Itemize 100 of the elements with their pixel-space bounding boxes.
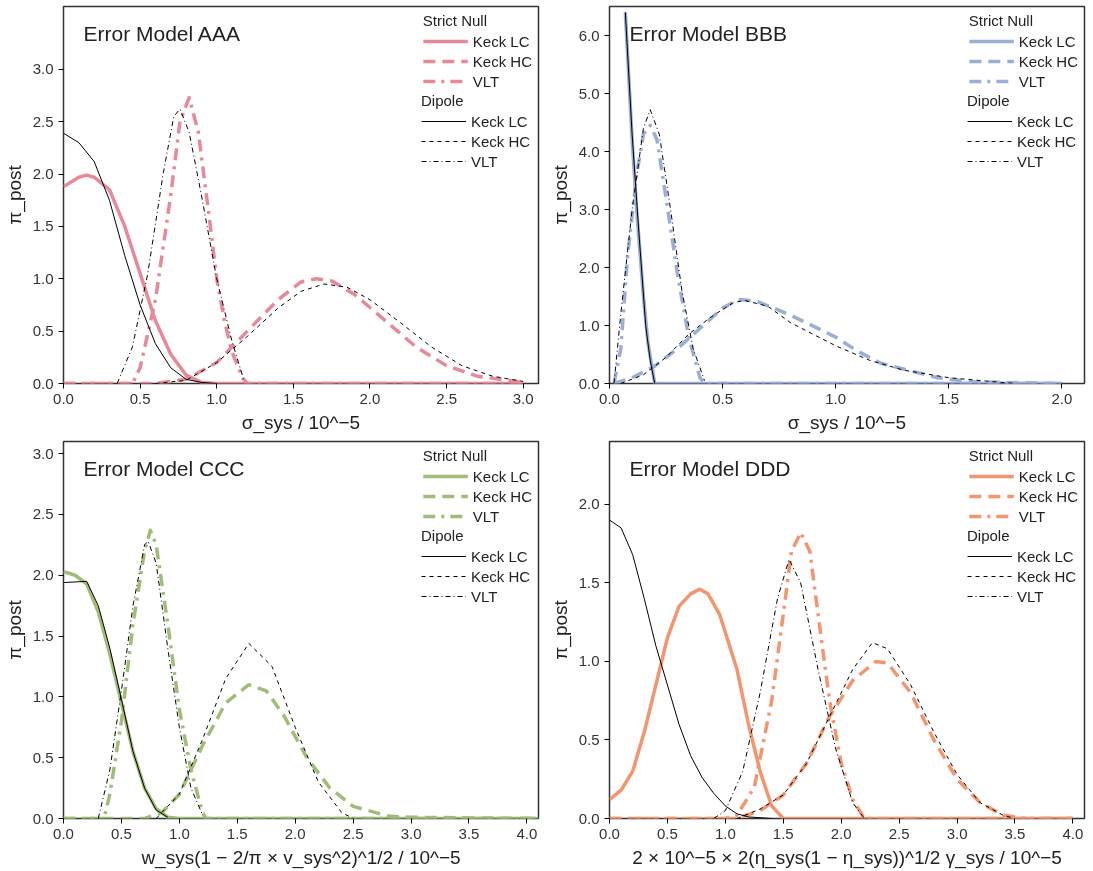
y-tick-label: 1.5 bbox=[32, 627, 54, 645]
x-tick-label: 1.0 bbox=[206, 389, 228, 407]
y-tick-label: 0.0 bbox=[578, 374, 600, 392]
legend-label: Keck HC bbox=[1018, 52, 1078, 70]
x-tick-label: 3.5 bbox=[1004, 824, 1026, 842]
y-tick-label: 0.0 bbox=[32, 374, 54, 392]
x-tick-label: 1.5 bbox=[772, 824, 794, 842]
text: Strict Null bbox=[422, 447, 487, 464]
legend-label: VLT bbox=[472, 72, 500, 90]
y-tick-label: 2.0 bbox=[32, 566, 54, 584]
x-tick-label: 1.0 bbox=[825, 389, 847, 407]
text: Dipole bbox=[421, 527, 464, 544]
y-axis-title: π_post bbox=[3, 164, 26, 225]
y-tick-label: 1.0 bbox=[32, 687, 54, 705]
legend-label: Keck HC bbox=[1017, 567, 1077, 585]
legend-label: VLT bbox=[1017, 152, 1044, 170]
legend-label: Keck HC bbox=[472, 487, 532, 505]
legend-label: Keck HC bbox=[1017, 132, 1077, 150]
x-tick-label: 0.0 bbox=[599, 389, 620, 407]
x-tick-label: 4.0 bbox=[516, 824, 538, 842]
y-tick-label: 1.5 bbox=[578, 573, 600, 591]
y-axis-title: π_post bbox=[549, 599, 572, 660]
y-tick-label: 2.0 bbox=[32, 165, 54, 183]
x-tick-label: 0.5 bbox=[712, 389, 734, 407]
legend-label: Keck LC bbox=[471, 112, 528, 130]
y-tick-label: 5.0 bbox=[578, 84, 600, 102]
legend-label: VLT bbox=[1017, 587, 1044, 605]
x-tick-label: 0.5 bbox=[657, 824, 678, 842]
x-tick-label: 0.0 bbox=[53, 389, 74, 407]
legend-label: VLT bbox=[1018, 72, 1046, 90]
x-tick-label: 3.0 bbox=[946, 824, 968, 842]
legend-label: Keck HC bbox=[472, 52, 532, 70]
x-tick-label: 1.0 bbox=[168, 824, 190, 842]
text: Strict Null bbox=[422, 12, 487, 29]
x-axis-title: σ_sys / 10^−5 bbox=[787, 411, 907, 434]
legend-label: Keck LC bbox=[1017, 547, 1074, 565]
x-axis-title: w_sys(1 − 2/π × v_sys^2)^1/2 / 10^−5 bbox=[140, 846, 461, 869]
y-tick-label: 0.5 bbox=[32, 322, 54, 340]
x-tick-label: 0.5 bbox=[129, 389, 151, 407]
text: Strict Null bbox=[968, 447, 1033, 464]
legend-label: Keck LC bbox=[1017, 112, 1074, 130]
x-tick-label: 1.5 bbox=[938, 389, 960, 407]
x-tick-label: 2.0 bbox=[359, 389, 381, 407]
y-tick-label: 0.0 bbox=[32, 809, 54, 827]
x-tick-label: 2.0 bbox=[284, 824, 306, 842]
legend-label: VLT bbox=[1018, 507, 1046, 525]
y-tick-label: 4.0 bbox=[578, 142, 600, 160]
text: Dipole bbox=[967, 527, 1010, 544]
x-tick-label: 4.0 bbox=[1062, 824, 1084, 842]
x-tick-label: 1.0 bbox=[714, 824, 736, 842]
y-axis-title: π_post bbox=[549, 164, 572, 225]
legend-label: VLT bbox=[471, 152, 498, 170]
x-tick-label: 2.0 bbox=[1051, 389, 1073, 407]
text: Error Model DDD bbox=[629, 457, 791, 480]
x-tick-label: 3.0 bbox=[400, 824, 422, 842]
y-tick-label: 1.0 bbox=[578, 316, 600, 334]
legend-label: VLT bbox=[472, 507, 500, 525]
legend-label: Keck HC bbox=[471, 567, 531, 585]
text: Dipole bbox=[967, 92, 1010, 109]
y-tick-label: 2.5 bbox=[32, 112, 54, 130]
y-tick-label: 1.0 bbox=[578, 652, 600, 670]
x-tick-label: 0.5 bbox=[111, 824, 132, 842]
x-tick-label: 1.5 bbox=[226, 824, 248, 842]
y-tick-label: 1.5 bbox=[32, 217, 54, 235]
y-tick-label: 2.5 bbox=[32, 505, 54, 523]
legend-label: VLT bbox=[471, 587, 498, 605]
y-tick-label: 2.0 bbox=[578, 258, 600, 276]
x-tick-label: 0.0 bbox=[53, 824, 74, 842]
y-tick-label: 3.0 bbox=[578, 200, 600, 218]
x-tick-label: 2.5 bbox=[888, 824, 910, 842]
text: Error Model BBB bbox=[629, 22, 788, 45]
legend-label: Keck HC bbox=[1018, 487, 1078, 505]
x-tick-label: 2.5 bbox=[342, 824, 364, 842]
legend-label: Keck LC bbox=[1018, 32, 1076, 50]
legend-label: Keck LC bbox=[1018, 467, 1076, 485]
text: Error Model AAA bbox=[83, 22, 240, 45]
legend-label: Keck LC bbox=[472, 32, 530, 50]
y-tick-label: 0.5 bbox=[32, 748, 54, 766]
x-tick-label: 3.0 bbox=[512, 389, 534, 407]
legend-label: Keck HC bbox=[471, 132, 531, 150]
x-tick-label: 1.5 bbox=[282, 389, 304, 407]
text: Dipole bbox=[421, 92, 464, 109]
legend-label: Keck LC bbox=[471, 547, 528, 565]
y-axis-title: π_post bbox=[3, 599, 26, 660]
y-tick-label: 6.0 bbox=[578, 26, 600, 44]
x-tick-label: 2.0 bbox=[830, 824, 852, 842]
y-tick-label: 2.0 bbox=[578, 495, 600, 513]
y-tick-label: 3.0 bbox=[32, 444, 54, 462]
y-tick-label: 0.5 bbox=[578, 730, 600, 748]
x-tick-label: 3.5 bbox=[458, 824, 480, 842]
x-axis-title: 2 × 10^−5 × 2(η_sys(1 − η_sys))^1/2 γ_sys / 10^−5 bbox=[632, 846, 1062, 869]
legend-label: Keck LC bbox=[472, 467, 530, 485]
x-tick-label: 2.5 bbox=[436, 389, 457, 407]
text: Strict Null bbox=[968, 12, 1033, 29]
y-tick-label: 1.0 bbox=[32, 269, 54, 287]
x-tick-label: 0.0 bbox=[599, 824, 620, 842]
text: Error Model CCC bbox=[83, 457, 245, 480]
x-axis-title: σ_sys / 10^−5 bbox=[241, 411, 361, 434]
y-tick-label: 0.0 bbox=[578, 809, 600, 827]
y-tick-label: 3.0 bbox=[32, 60, 54, 78]
